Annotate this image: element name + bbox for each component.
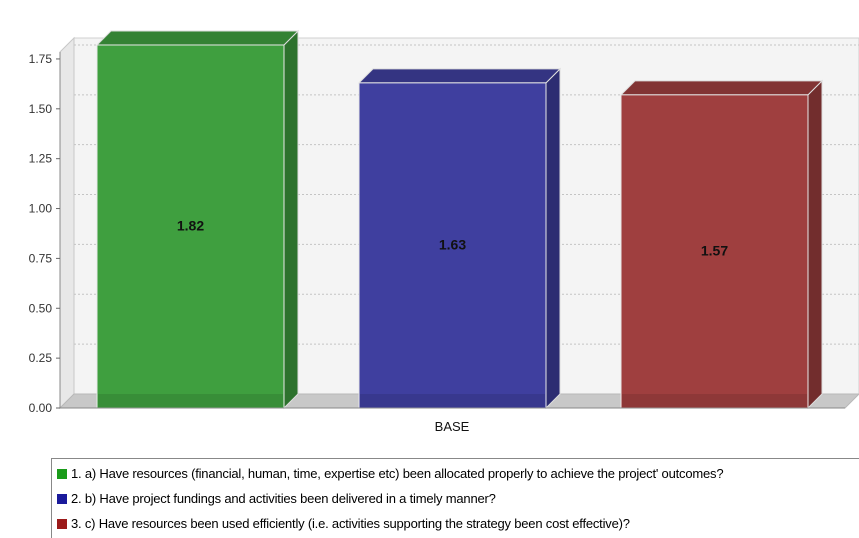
bar-3 [620, 94, 809, 409]
y-tick-label: 0.00 [29, 401, 53, 415]
legend-swatch-2 [57, 493, 67, 504]
bar-value-label-1: 1.82 [177, 217, 204, 233]
legend-item-3[interactable]: 3. c) Have resources been used efficient… [52, 511, 859, 536]
bar-top-1 [95, 30, 300, 46]
legend-label-2: 2. b) Have project fundings and activiti… [71, 491, 496, 506]
bars [95, 29, 824, 410]
legend-item-1[interactable]: 1. a) Have resources (financial, human, … [52, 461, 859, 486]
bar-value-labels: 1.82 1.63 1.57 [177, 217, 728, 258]
bar-value-label-2: 1.63 [439, 236, 466, 252]
bar-value-label-3: 1.57 [701, 242, 728, 258]
y-tick-label: 0.25 [29, 351, 53, 365]
bar-base-band-1 [98, 394, 283, 407]
legend-label-3: 3. c) Have resources been used efficient… [71, 516, 630, 531]
bar-side-2 [545, 67, 561, 410]
bar-side-3 [807, 79, 823, 410]
bar-chart: 0.00 0.25 0.50 0.75 1.00 1.25 1.50 1.75 1.82 1.6… [29, 29, 859, 434]
y-tick-label: 1.75 [29, 52, 53, 66]
bar-top-2 [357, 68, 562, 84]
bar-base-band-3 [622, 394, 807, 407]
legend-item-2[interactable]: 2. b) Have project fundings and activiti… [52, 486, 859, 511]
bar-top-3 [619, 80, 824, 96]
y-tick-label: 1.00 [29, 202, 53, 216]
plot-left-wall [59, 36, 75, 410]
legend-swatch-3 [57, 518, 67, 529]
legend-swatch-1 [57, 468, 67, 479]
y-tick-label: 0.75 [29, 251, 53, 265]
y-tick-label: 1.50 [29, 102, 53, 116]
x-axis: BASE [60, 407, 845, 434]
bar-2 [358, 82, 547, 409]
bar-base-band-2 [360, 394, 545, 407]
bar-side-1 [283, 29, 299, 410]
legend-label-1: 1. a) Have resources (financial, human, … [71, 466, 724, 481]
y-tick-label: 0.50 [29, 301, 53, 315]
legend: 1. a) Have resources (financial, human, … [51, 458, 859, 538]
y-axis: 0.00 0.25 0.50 0.75 1.00 1.25 1.50 1.75 [29, 52, 61, 415]
x-category-label: BASE [435, 419, 470, 434]
y-tick-label: 1.25 [29, 152, 53, 166]
